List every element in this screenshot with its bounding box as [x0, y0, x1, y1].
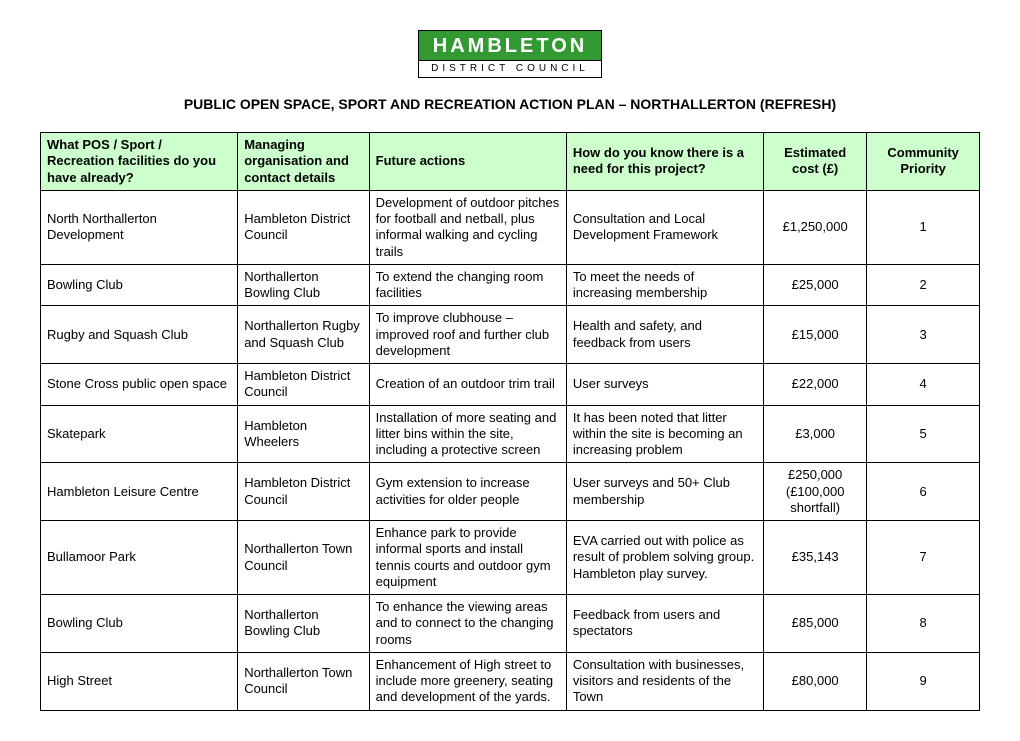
cell-facility: Rugby and Squash Club — [41, 306, 238, 364]
cell-org: Hambleton District Council — [238, 190, 369, 264]
cell-facility: High Street — [41, 652, 238, 710]
council-logo: HAMBLETON DISTRICT COUNCIL — [418, 30, 602, 78]
cell-need: User surveys and 50+ Club membership — [566, 463, 763, 521]
cell-actions: Creation of an outdoor trim trail — [369, 364, 566, 406]
table-row: Bullamoor ParkNorthallerton Town Council… — [41, 521, 980, 595]
cell-facility: Hambleton Leisure Centre — [41, 463, 238, 521]
cell-cost: £3,000 — [764, 405, 867, 463]
cell-actions: Enhancement of High street to include mo… — [369, 652, 566, 710]
cell-actions: Enhance park to provide informal sports … — [369, 521, 566, 595]
cell-need: It has been noted that litter within the… — [566, 405, 763, 463]
table-row: Bowling ClubNorthallerton Bowling ClubTo… — [41, 595, 980, 653]
cell-cost: £15,000 — [764, 306, 867, 364]
logo-top-text: HAMBLETON — [419, 31, 601, 60]
cell-cost: £1,250,000 — [764, 190, 867, 264]
col-cost: Estimated cost (£) — [764, 133, 867, 191]
cell-actions: Development of outdoor pitches for footb… — [369, 190, 566, 264]
cell-priority: 3 — [867, 306, 980, 364]
cell-org: Hambleton District Council — [238, 364, 369, 406]
table-row: Rugby and Squash ClubNorthallerton Rugby… — [41, 306, 980, 364]
cell-cost: £250,000 (£100,000 shortfall) — [764, 463, 867, 521]
cell-facility: Skatepark — [41, 405, 238, 463]
table-row: Bowling ClubNorthallerton Bowling ClubTo… — [41, 264, 980, 306]
table-header-row: What POS / Sport / Recreation facilities… — [41, 133, 980, 191]
logo-bottom-text: DISTRICT COUNCIL — [419, 60, 601, 77]
col-org: Managing organisation and contact detail… — [238, 133, 369, 191]
cell-cost: £25,000 — [764, 264, 867, 306]
cell-need: Feedback from users and spectators — [566, 595, 763, 653]
col-facility: What POS / Sport / Recreation facilities… — [41, 133, 238, 191]
cell-org: Northallerton Bowling Club — [238, 595, 369, 653]
cell-need: Health and safety, and feedback from use… — [566, 306, 763, 364]
cell-org: Northallerton Town Council — [238, 521, 369, 595]
col-priority: Community Priority — [867, 133, 980, 191]
table-row: High StreetNorthallerton Town CouncilEnh… — [41, 652, 980, 710]
cell-priority: 2 — [867, 264, 980, 306]
page-title: PUBLIC OPEN SPACE, SPORT AND RECREATION … — [40, 96, 980, 112]
cell-facility: Bowling Club — [41, 264, 238, 306]
cell-actions: To enhance the viewing areas and to conn… — [369, 595, 566, 653]
cell-priority: 8 — [867, 595, 980, 653]
cell-cost: £85,000 — [764, 595, 867, 653]
cell-priority: 4 — [867, 364, 980, 406]
table-row: Stone Cross public open spaceHambleton D… — [41, 364, 980, 406]
cell-facility: Bowling Club — [41, 595, 238, 653]
table-body: North Northallerton DevelopmentHambleton… — [41, 190, 980, 710]
col-actions: Future actions — [369, 133, 566, 191]
cell-priority: 9 — [867, 652, 980, 710]
col-need: How do you know there is a need for this… — [566, 133, 763, 191]
cell-need: Consultation with businesses, visitors a… — [566, 652, 763, 710]
table-row: SkateparkHambleton WheelersInstallation … — [41, 405, 980, 463]
cell-need: User surveys — [566, 364, 763, 406]
cell-actions: To extend the changing room facilities — [369, 264, 566, 306]
cell-facility: Bullamoor Park — [41, 521, 238, 595]
cell-org: Hambleton District Council — [238, 463, 369, 521]
cell-actions: Installation of more seating and litter … — [369, 405, 566, 463]
cell-need: EVA carried out with police as result of… — [566, 521, 763, 595]
table-row: North Northallerton DevelopmentHambleton… — [41, 190, 980, 264]
cell-priority: 7 — [867, 521, 980, 595]
action-plan-table: What POS / Sport / Recreation facilities… — [40, 132, 980, 711]
cell-priority: 5 — [867, 405, 980, 463]
cell-need: Consultation and Local Development Frame… — [566, 190, 763, 264]
cell-facility: Stone Cross public open space — [41, 364, 238, 406]
logo-container: HAMBLETON DISTRICT COUNCIL — [40, 30, 980, 78]
cell-cost: £35,143 — [764, 521, 867, 595]
cell-cost: £80,000 — [764, 652, 867, 710]
cell-facility: North Northallerton Development — [41, 190, 238, 264]
cell-priority: 6 — [867, 463, 980, 521]
cell-org: Northallerton Rugby and Squash Club — [238, 306, 369, 364]
cell-org: Northallerton Bowling Club — [238, 264, 369, 306]
cell-actions: Gym extension to increase activities for… — [369, 463, 566, 521]
cell-org: Northallerton Town Council — [238, 652, 369, 710]
table-row: Hambleton Leisure CentreHambleton Distri… — [41, 463, 980, 521]
cell-priority: 1 — [867, 190, 980, 264]
cell-org: Hambleton Wheelers — [238, 405, 369, 463]
cell-actions: To improve clubhouse – improved roof and… — [369, 306, 566, 364]
cell-need: To meet the needs of increasing membersh… — [566, 264, 763, 306]
cell-cost: £22,000 — [764, 364, 867, 406]
